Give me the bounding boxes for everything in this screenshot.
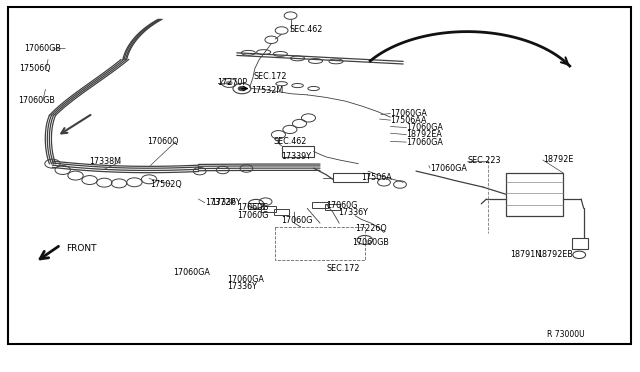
- Bar: [282, 146, 314, 157]
- Text: 17060GA: 17060GA: [430, 164, 467, 173]
- Text: 17336Y: 17336Y: [211, 198, 241, 207]
- Circle shape: [238, 86, 246, 91]
- Text: 18792EA: 18792EA: [406, 130, 442, 139]
- Bar: [506, 173, 563, 216]
- Text: 17060GB: 17060GB: [18, 96, 55, 105]
- Text: SEC.172: SEC.172: [253, 72, 287, 81]
- Text: 17060GA: 17060GA: [390, 109, 428, 118]
- Text: 17372P: 17372P: [205, 198, 235, 207]
- Text: SEC.172: SEC.172: [326, 264, 360, 273]
- Text: 17060GA: 17060GA: [173, 268, 210, 277]
- Text: SEC.462: SEC.462: [290, 25, 323, 33]
- Text: 17060GA: 17060GA: [406, 123, 444, 132]
- Text: 17060G: 17060G: [282, 216, 313, 225]
- Text: 17506AA: 17506AA: [390, 116, 427, 125]
- Text: 17270P: 17270P: [218, 78, 248, 87]
- Bar: [248, 203, 264, 209]
- Text: 18791N: 18791N: [510, 250, 541, 259]
- Text: 17060Q: 17060Q: [147, 137, 179, 146]
- Text: 17532M: 17532M: [252, 86, 284, 94]
- Bar: [312, 202, 328, 208]
- Text: 17060G: 17060G: [237, 203, 268, 212]
- Text: SEC.223: SEC.223: [467, 156, 500, 165]
- Text: SEC.462: SEC.462: [274, 137, 307, 146]
- Text: 17336Y: 17336Y: [227, 282, 257, 291]
- Text: FRONT: FRONT: [66, 244, 97, 253]
- Bar: [325, 204, 340, 210]
- Text: 17339Y: 17339Y: [282, 152, 312, 161]
- Text: 17226Q: 17226Q: [355, 224, 387, 232]
- Bar: [572, 238, 588, 249]
- Text: 17336Y: 17336Y: [338, 208, 368, 217]
- Text: 17060GB: 17060GB: [24, 44, 61, 53]
- Text: 17060GA: 17060GA: [406, 138, 444, 147]
- Text: 18792E: 18792E: [543, 155, 573, 164]
- Bar: [261, 206, 276, 212]
- Text: 17060G: 17060G: [326, 201, 358, 210]
- Text: 17060G: 17060G: [237, 211, 268, 220]
- Text: 17060GB: 17060GB: [352, 238, 389, 247]
- Text: R 73000U: R 73000U: [547, 330, 585, 339]
- Bar: [274, 209, 289, 215]
- Text: 17060GA: 17060GA: [227, 275, 264, 284]
- Text: 17506Q: 17506Q: [19, 64, 51, 73]
- Text: 18792EB: 18792EB: [538, 250, 573, 259]
- Bar: [333, 173, 368, 182]
- Text: 17506A: 17506A: [362, 173, 392, 182]
- Circle shape: [226, 81, 232, 85]
- Text: 17502Q: 17502Q: [150, 180, 182, 189]
- Text: 17338M: 17338M: [90, 157, 122, 166]
